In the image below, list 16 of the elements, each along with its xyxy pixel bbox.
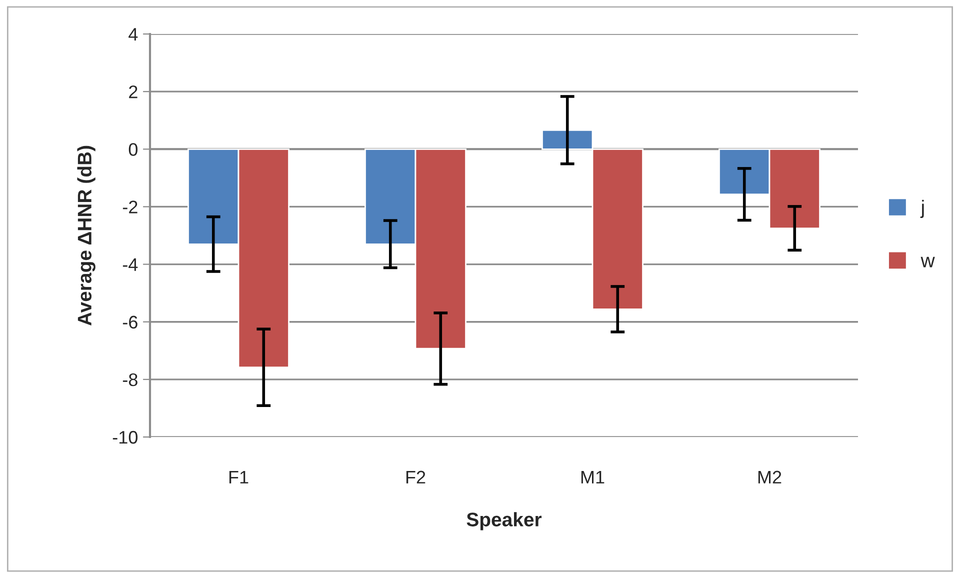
legend-label: w xyxy=(920,256,935,268)
x-tick-label: F1 xyxy=(229,470,248,484)
y-tick-label: 4 xyxy=(128,28,138,41)
y-tick-label: -8 xyxy=(122,373,138,386)
x-axis-title: Speaker xyxy=(466,512,542,530)
y-tick-label: 0 xyxy=(128,143,138,156)
y-tick-label: 2 xyxy=(129,86,138,98)
x-tick-label: F2 xyxy=(406,470,426,484)
legend-label: j xyxy=(920,200,924,218)
y-axis-title: Average ΔHNR (dB) xyxy=(77,146,96,326)
x-tick-label: M2 xyxy=(758,470,782,484)
y-tick-label: -10 xyxy=(112,430,138,444)
x-tick-label: M1 xyxy=(581,470,604,484)
y-tick-label: -6 xyxy=(122,316,138,329)
y-tick-label: -2 xyxy=(122,200,138,214)
y-tick-label: -4 xyxy=(122,258,138,271)
